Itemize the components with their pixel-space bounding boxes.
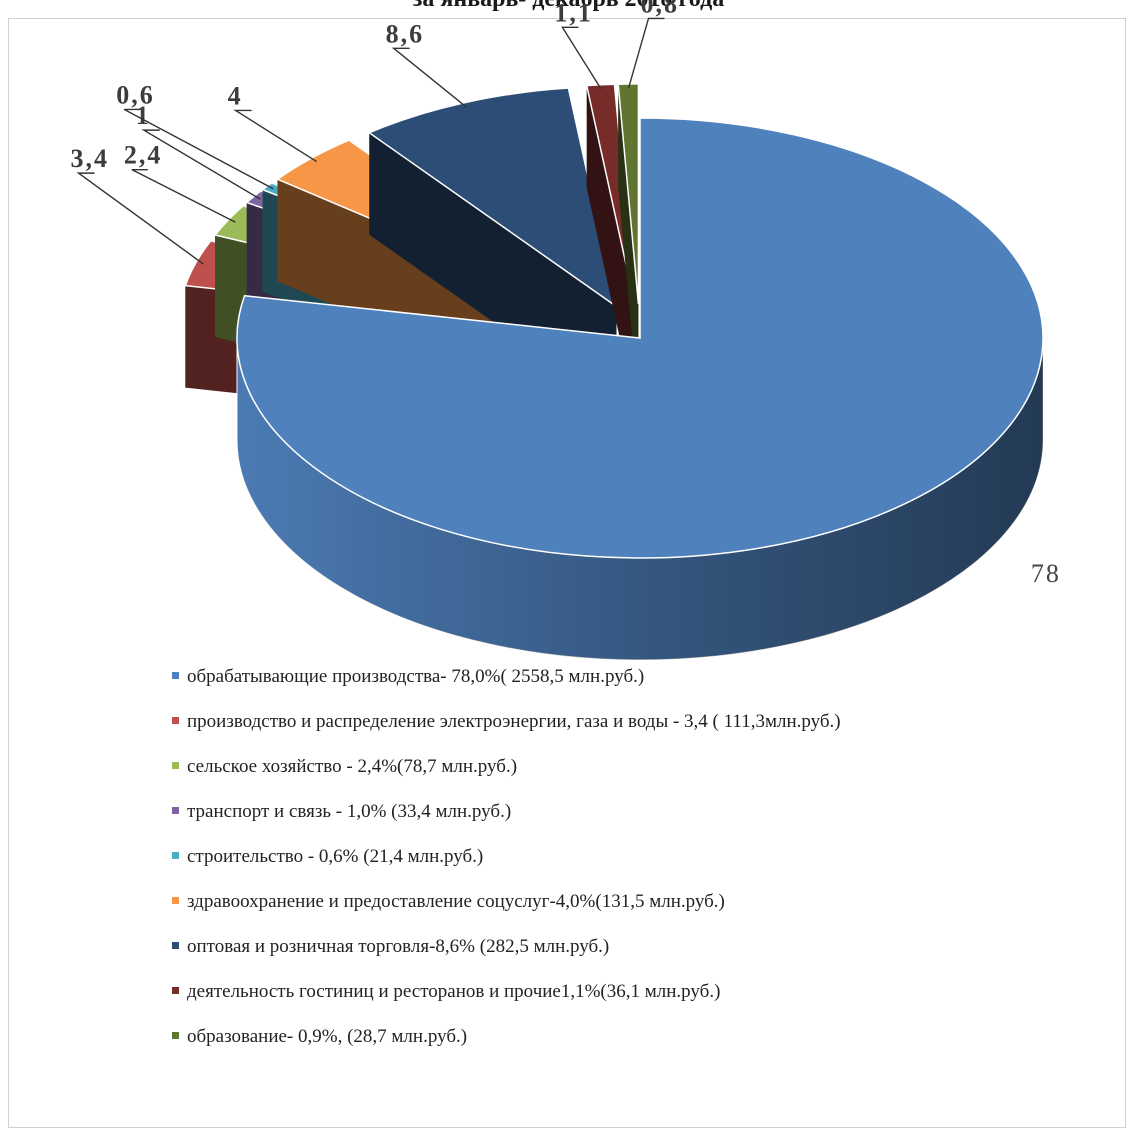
leader-line: [131, 168, 236, 223]
legend-item: оптовая и розничная торговля-8,6% (282,5…: [172, 934, 841, 979]
data-label: 3,4: [71, 144, 110, 173]
chart-legend: обрабатывающие производства- 78,0%( 2558…: [172, 664, 841, 1069]
data-label: 8,6: [386, 19, 425, 48]
legend-item: строительство - 0,6% (21,4 млн.руб.): [172, 844, 841, 889]
legend-swatch: [172, 717, 179, 725]
legend-item: здравоохранение и предоставление соцуслу…: [172, 889, 841, 934]
data-label: 2,4: [124, 141, 163, 170]
data-label: 0,8: [640, 0, 679, 18]
legend-label: деятельность гостиниц и ресторанов и про…: [187, 981, 721, 1002]
chart-title: за январь- декабрь 2018 года: [0, 0, 1137, 13]
legend-swatch: [172, 807, 179, 815]
legend-item: транспорт и связь - 1,0% (33,4 млн.руб.): [172, 799, 841, 844]
leader-line: [123, 108, 274, 190]
legend-swatch: [172, 897, 179, 905]
legend-item: образование- 0,9%, (28,7 млн.руб.): [172, 1024, 841, 1069]
legend-swatch: [172, 1032, 179, 1040]
legend-item: производство и распределение электроэнер…: [172, 709, 841, 754]
legend-swatch: [172, 672, 179, 680]
legend-label: сельское хозяйство - 2,4%(78,7 млн.руб.): [187, 756, 518, 777]
data-label: 1,1: [554, 0, 593, 27]
legend-swatch: [172, 852, 179, 860]
leader-line: [233, 109, 318, 163]
legend-swatch: [172, 762, 179, 770]
pie-chart: 78 3,4 2,4 10,6 4 8,6 1,1 0,8: [71, 0, 1061, 660]
legend-label: строительство - 0,6% (21,4 млн.руб.): [187, 846, 484, 867]
legend-label: транспорт и связь - 1,0% (33,4 млн.руб.): [187, 801, 512, 822]
pie-slice: [236, 117, 1044, 660]
leader-line: [391, 47, 467, 108]
legend-label: производство и распределение электроэнер…: [187, 711, 841, 732]
leader-line: [76, 172, 204, 265]
data-label: 1: [136, 101, 151, 130]
legend-label: обрабатывающие производства- 78,0%( 2558…: [187, 666, 645, 687]
legend-item: деятельность гостиниц и ресторанов и про…: [172, 979, 841, 1024]
legend-item: обрабатывающие производства- 78,0%( 2558…: [172, 664, 841, 709]
legend-swatch: [172, 942, 179, 950]
data-label: 78: [1031, 559, 1061, 588]
leader-line: [627, 17, 665, 89]
legend-label: здравоохранение и предоставление соцуслу…: [187, 891, 725, 912]
leader-line: [561, 26, 602, 90]
legend-swatch: [172, 987, 179, 995]
legend-label: оптовая и розничная торговля-8,6% (282,5…: [187, 936, 610, 957]
legend-label: образование- 0,9%, (28,7 млн.руб.): [187, 1026, 468, 1047]
leader-line: [141, 129, 261, 200]
data-label: 0,6: [116, 80, 155, 109]
pie-slice: [617, 83, 640, 406]
data-label: 4: [228, 81, 243, 110]
legend-item: сельское хозяйство - 2,4%(78,7 млн.руб.): [172, 754, 841, 799]
